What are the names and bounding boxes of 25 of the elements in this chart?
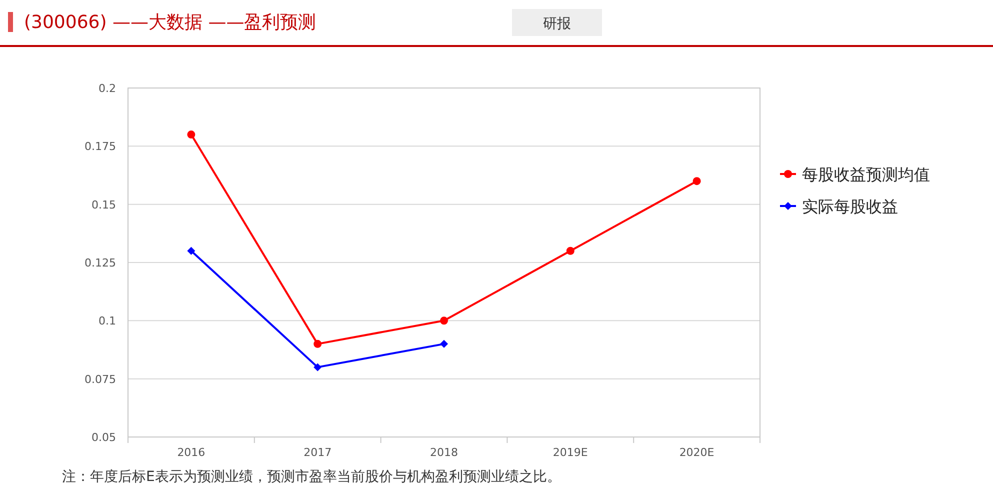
y-tick-label: 0.2 (98, 82, 116, 95)
point (692, 177, 701, 186)
text: 注：年度后标E表示为预测业绩，预测市盈率当前股价与机构盈利预测业绩之比。 (62, 469, 561, 485)
point (314, 340, 322, 348)
point (187, 246, 196, 255)
x-tick-label: 2016 (177, 446, 206, 459)
y-tick-label: 0.1 (98, 314, 116, 328)
y-tick-label: 0.15 (92, 198, 116, 212)
point (314, 363, 322, 372)
x-tick-label: 2020E (679, 446, 714, 459)
x-tick-label: 2018 (430, 446, 458, 459)
point (440, 340, 448, 348)
x-tick-label: 2017 (304, 446, 332, 459)
x-tick-label: 2019E (552, 446, 588, 459)
legend-label: 实际每股收益 (802, 197, 898, 216)
y-tick-label: 0.075 (84, 372, 116, 386)
point (440, 316, 448, 325)
point (187, 130, 196, 139)
y-tick-label: 0.125 (84, 256, 116, 270)
y-tick-label: 0.175 (84, 140, 116, 154)
legend-label: 每股收益预测均值 (802, 165, 930, 184)
text: 研报 (543, 16, 571, 32)
point (566, 246, 574, 255)
y-tick-label: 0.05 (92, 431, 116, 444)
chart-title: (300066) ——大数据 ——盈利预测 (24, 12, 316, 33)
